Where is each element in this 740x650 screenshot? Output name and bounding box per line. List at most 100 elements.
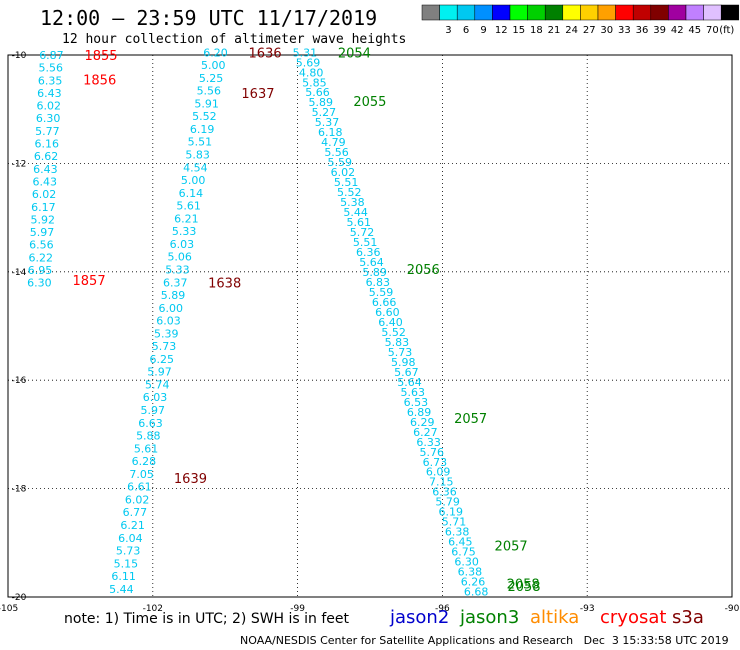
wave-height-value: 5.00 [201,59,226,72]
wave-height-value: 6.16 [34,138,59,151]
pass-time-label: 2058 [507,580,540,595]
wave-height-value: 5.56 [324,146,349,159]
pass-time-label: 2057 [454,412,487,427]
wave-height-value: 6.61 [127,481,152,494]
wave-height-value: 5.33 [172,225,197,238]
satellite-label-jason3: jason3 [460,607,520,628]
wave-height-legend: 3 6 9 12 15 18 21 24 27 30 33 36 39 42 45 70 (ft) [421,4,740,36]
pass-time-label: 2058 [507,577,540,592]
wave-height-value: 6.60 [375,306,400,319]
wave-height-value: 6.83 [366,276,391,289]
wave-height-value: 6.75 [451,546,476,559]
wave-height-map: -105 -102 -99 -96 -93 -90 -10 -12 -14 -16 -18 -20 6.… [0,46,740,614]
pass-time-label: 2055 [353,95,386,110]
wave-height-value: 5.97 [30,226,55,239]
wave-height-value: 6.02 [32,188,57,201]
x-tick-label: -96 [435,604,450,614]
satellite-label-cryosat: cryosat [600,607,667,628]
wave-height-value: 5.66 [305,86,330,99]
map-title: 12:00 – 23:59 UTC 11/17/2019 [40,6,378,30]
wave-height-value: 5.97 [141,404,166,417]
wave-height-value: 5.72 [350,226,375,239]
y-tick-label: -10 [12,51,27,61]
note-text: note: 1) Time is in UTC; 2) SWH is in fe… [64,611,350,627]
wave-height-value: 6.29 [410,416,435,429]
legend-tick-label: 39 [653,25,666,36]
wave-height-value: 4.54 [183,161,208,174]
legend-tick-label: 45 [688,25,701,36]
wave-height-value: 6.89 [407,406,432,419]
wave-height-value: 6.33 [416,436,441,449]
wave-height-value: 5.33 [165,263,190,276]
wave-height-value: 5.98 [391,356,416,369]
pass-time-label: 1636 [249,46,282,61]
footer-credit: NOAA/NESDIS Center for Satellite Applica… [240,634,729,647]
wave-height-value: 5.89 [308,96,333,109]
wave-height-value: 6.43 [33,163,58,176]
wave-height-value: 6.04 [118,532,143,545]
wave-height-value: 5.76 [420,446,445,459]
wave-height-value: 5.85 [302,76,327,89]
wave-height-value: 6.36 [432,486,457,499]
legend-tick-label: 12 [495,25,508,36]
wave-height-value: 6.45 [448,536,473,549]
wave-height-value: 6.37 [163,276,188,289]
legend-tick-label: 27 [583,25,596,36]
wave-height-value: 6.30 [27,277,52,290]
wave-height-value: 5.74 [145,378,170,391]
wave-height-value: 5.79 [435,496,460,509]
x-tick-label: -102 [143,604,163,614]
wave-height-value: 6.68 [464,586,489,599]
wave-height-value: 5.06 [167,251,192,264]
legend-unit: (ft) [719,25,734,36]
pass-time-label: 1637 [241,87,274,102]
wave-height-value: 5.89 [362,266,387,279]
wave-height-value: 5.38 [340,196,365,209]
legend-tick-label: 70 [706,25,719,36]
wave-height-value: 6.38 [458,566,483,579]
wave-height-value: 5.51 [353,236,378,249]
wave-height-value: 5.71 [442,516,467,529]
pass-time-label: 1639 [174,472,207,487]
wave-height-value: 6.62 [34,150,59,163]
wave-height-value: 6.03 [170,238,195,251]
map-subtitle: 12 hour collection of altimeter wave hei… [62,32,407,47]
legend-tick-label: 18 [530,25,543,36]
y-tick-label: -18 [12,485,27,495]
wave-height-value: 6.63 [138,417,163,430]
wave-height-value: 6.95 [28,264,53,277]
x-tick-label: -99 [290,604,305,614]
wave-height-value: 5.56 [197,85,222,98]
wave-height-value: 5.25 [199,72,224,85]
wave-height-value: 6.73 [423,456,448,469]
wave-height-value: 6.27 [413,426,438,439]
legend-tick-label: 15 [512,25,525,36]
wave-height-value: 5.61 [134,442,159,455]
wave-height-value: 5.83 [385,336,410,349]
wave-height-value: 6.38 [445,526,470,539]
pass-time-label: 1638 [208,277,241,292]
wave-height-value: 7.05 [129,468,154,481]
wave-height-value: 6.56 [29,239,54,252]
wave-height-value: 5.59 [369,286,394,299]
legend-tick-label: 42 [671,25,684,36]
wave-height-value: 5.64 [397,376,422,389]
wave-height-value: 6.17 [31,201,56,214]
wave-height-value: 6.02 [37,100,62,113]
wave-height-value: 5.61 [176,200,201,213]
wave-height-value: 5.89 [161,289,186,302]
wave-height-value: 5.73 [116,545,141,558]
wave-height-value: 6.36 [356,246,381,259]
wave-height-value: 6.09 [426,466,451,479]
pass-time-label: 1856 [83,73,116,88]
wave-height-value: 5.91 [194,97,219,110]
wave-height-value: 6.25 [150,353,175,366]
wave-height-value: 5.88 [136,430,161,443]
wave-height-value: 5.52 [337,186,362,199]
wave-height-value: 5.51 [188,136,213,149]
wave-height-value: 5.73 [388,346,413,359]
legend-tick-label: 30 [600,25,613,36]
wave-height-value: 5.51 [334,176,359,189]
pass-time-label: 2057 [495,540,528,555]
wave-height-value: 5.67 [394,366,419,379]
